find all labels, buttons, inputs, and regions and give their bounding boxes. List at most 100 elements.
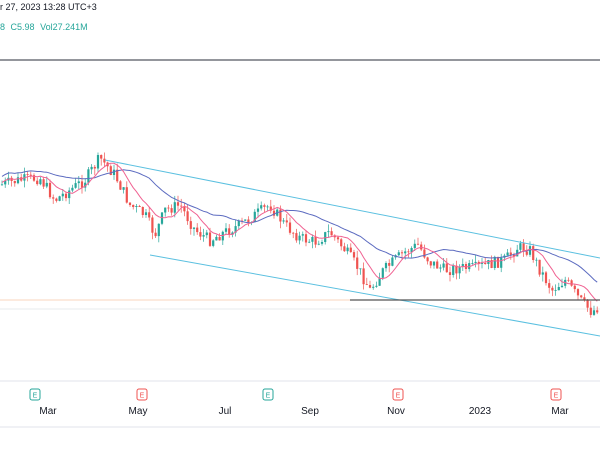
close-value: C5.98	[10, 22, 35, 32]
candle-body	[413, 243, 416, 248]
candle-body	[580, 295, 583, 298]
candle-body	[279, 209, 282, 222]
candle-body	[477, 261, 480, 264]
candle-body	[522, 243, 525, 252]
candle-body	[132, 204, 135, 207]
candle-body	[295, 233, 298, 241]
candle-body	[48, 182, 52, 198]
candle-body	[135, 206, 138, 207]
datetime-label: r 27, 2023 13:28 UTC+3	[0, 2, 97, 12]
volume-value: Vol27.241M	[40, 22, 88, 32]
candle-body	[359, 268, 362, 270]
earnings-marker-label: E	[266, 393, 271, 400]
candle-body	[253, 211, 256, 223]
candle-body	[212, 240, 215, 246]
candle-body	[544, 272, 548, 284]
candle-body	[554, 290, 557, 291]
candle-body	[525, 251, 528, 255]
earnings-marker-label: E	[140, 393, 145, 400]
candle-body	[583, 297, 586, 300]
candle-body	[404, 251, 407, 254]
candle-body	[269, 206, 272, 211]
candle-body	[157, 223, 160, 237]
candle-body	[541, 272, 544, 275]
time-tick-label: Jul	[219, 406, 232, 417]
candle-body	[260, 205, 263, 209]
time-tick-label: Mar	[39, 406, 57, 417]
time-tick-label: Nov	[387, 406, 405, 417]
earnings-marker[interactable]: E	[29, 388, 41, 401]
earnings-marker-label: E	[33, 393, 38, 400]
candle-body	[224, 228, 228, 232]
time-axis-labels: Mar May Jul Sep Nov 2023 Mar	[39, 406, 569, 417]
candle-body	[148, 212, 151, 218]
candle-body	[519, 243, 522, 250]
candle-body	[381, 268, 384, 278]
candle-body	[61, 193, 64, 197]
candle-body	[96, 155, 100, 169]
earnings-marker-label: E	[396, 393, 401, 400]
candle-body	[202, 235, 205, 237]
candle-body	[256, 208, 260, 212]
candle-body	[90, 166, 93, 170]
candle-body	[372, 286, 375, 288]
candle-body	[84, 182, 87, 188]
earnings-marker[interactable]: E	[392, 388, 404, 401]
candle-body	[349, 247, 352, 253]
close-fragment: 8	[0, 22, 6, 32]
time-tick-label: Mar	[551, 406, 569, 417]
earnings-marker[interactable]: E	[550, 388, 562, 401]
candle-body	[500, 257, 503, 268]
candle-body	[445, 263, 448, 273]
candle-body	[314, 237, 317, 245]
candle-body	[596, 310, 599, 313]
time-tick-label: 2023	[469, 406, 492, 417]
slow-moving-average	[1, 169, 598, 283]
candle-body	[496, 256, 500, 268]
candle-body	[208, 232, 212, 246]
candle-body	[196, 227, 199, 233]
candle-body	[320, 242, 324, 244]
candle-body	[29, 174, 32, 176]
candle-body	[183, 206, 186, 212]
candle-body	[55, 198, 58, 201]
candle-body	[304, 234, 308, 243]
candle-body	[327, 231, 330, 233]
candle-body	[586, 299, 589, 308]
candle-body	[64, 193, 68, 199]
candle-body	[288, 222, 292, 233]
earnings-marker[interactable]: E	[262, 388, 274, 401]
candle-body	[474, 261, 477, 264]
fast-moving-average	[1, 162, 598, 302]
candle-body	[116, 169, 119, 182]
candle-body	[4, 180, 7, 185]
earnings-marker[interactable]: E	[136, 388, 148, 401]
candle-body	[237, 220, 240, 227]
candle-body	[461, 264, 464, 267]
candle-body	[42, 179, 45, 187]
candle-body	[442, 263, 445, 268]
chart-header: r 27, 2023 13:28 UTC+3	[0, 2, 100, 12]
candle-body	[45, 182, 48, 187]
candle-body	[448, 272, 452, 275]
candle-series	[0, 152, 599, 318]
candle-body	[244, 219, 247, 221]
candle-body	[93, 166, 96, 169]
candle-body	[548, 283, 551, 288]
channel-upper-line[interactable]	[104, 159, 600, 259]
candle-body	[301, 234, 304, 236]
channel-lower-line[interactable]	[149, 254, 600, 337]
candle-body	[39, 179, 42, 185]
candle-body	[506, 252, 509, 256]
candle-body	[567, 279, 570, 281]
candle-body	[407, 251, 410, 253]
candle-body	[80, 181, 84, 188]
candle-body	[573, 285, 576, 290]
candle-body	[32, 175, 36, 181]
candle-body	[58, 196, 61, 201]
candle-body	[128, 202, 132, 205]
candle-body	[352, 252, 356, 258]
candle-body	[180, 205, 183, 207]
candle-body	[68, 190, 71, 199]
